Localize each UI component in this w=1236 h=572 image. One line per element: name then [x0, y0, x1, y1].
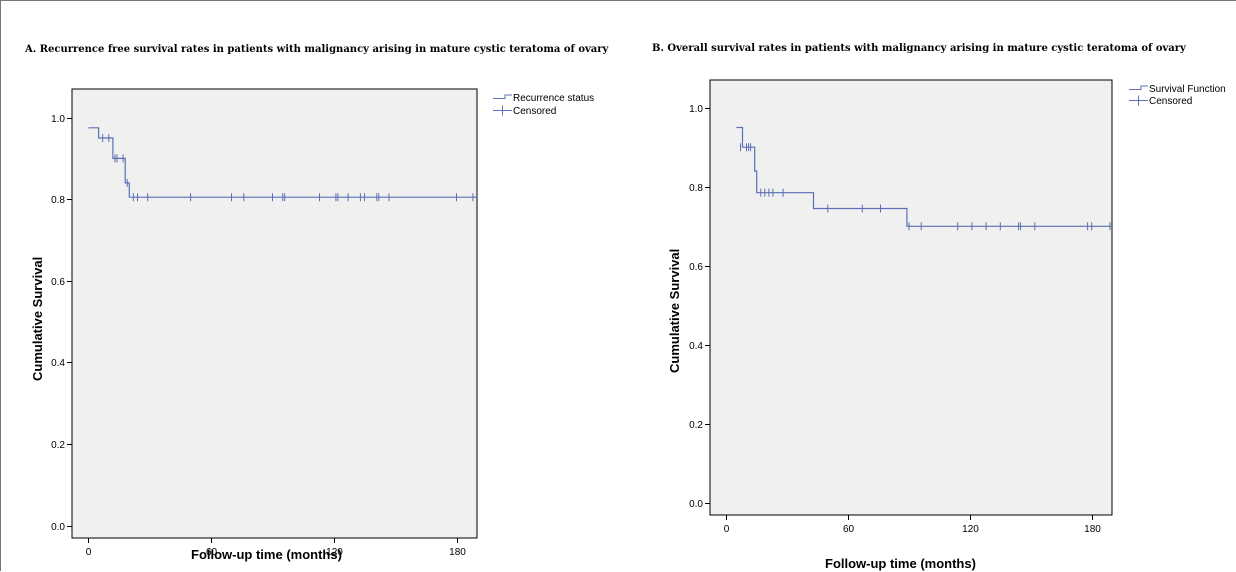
y-tick-label: 0.2 — [689, 420, 703, 431]
panel-b: B. Overall survival rates in patients wi… — [652, 43, 1226, 571]
panel-b-legend-censored-swatch — [1129, 95, 1148, 106]
panel-a-plot-area — [71, 88, 478, 539]
panel-b-x-ticks: 0 60 120 180 — [724, 515, 1101, 535]
panel-a-x-ticks: 0 60 120 180 — [86, 538, 466, 558]
panel-a-legend-censored-swatch — [493, 105, 512, 116]
y-tick-label: 0.8 — [689, 183, 703, 194]
panel-a-legend-label-2: Censored — [513, 106, 556, 117]
y-tick-label: 0.0 — [689, 499, 703, 510]
panel-a-y-axis-label: Cumulative Survival — [30, 257, 45, 381]
panel-b-legend: Survival Function Censored — [1129, 84, 1226, 107]
y-tick-label: 0.6 — [689, 262, 703, 273]
panel-b-x-axis-label: Follow-up time (months) — [825, 556, 976, 571]
y-tick-label: 0.8 — [51, 195, 65, 206]
panel-a-legend: Recurrence status Censored — [493, 93, 594, 117]
y-tick-label: 0.6 — [51, 277, 65, 288]
x-tick-label: 120 — [962, 524, 979, 535]
panel-a-x-axis-label: Follow-up time (months) — [191, 547, 342, 562]
x-tick-label: 0 — [724, 524, 730, 535]
panel-a-title: A. Recurrence free survival rates in pat… — [24, 44, 610, 55]
survival-step-line — [88, 127, 477, 198]
panel-b-title: B. Overall survival rates in patients wi… — [652, 43, 1187, 54]
panel-b-plot-area — [709, 79, 1113, 516]
survival-step-line — [736, 126, 1112, 227]
panel-a-series — [88, 127, 477, 202]
panel-a-y-ticks: 0.0 0.2 0.4 0.6 0.8 1.0 — [51, 114, 72, 533]
panel-a: A. Recurrence free survival rates in pat… — [24, 44, 610, 562]
y-tick-label: 0.4 — [51, 358, 65, 369]
y-tick-label: 0.2 — [51, 440, 65, 451]
panel-b-y-axis-label: Cumulative Survival — [667, 249, 682, 373]
y-tick-label: 0.0 — [51, 522, 65, 533]
panel-a-legend-label-1: Recurrence status — [513, 93, 594, 104]
x-tick-label: 180 — [449, 547, 466, 558]
y-tick-label: 0.4 — [689, 341, 703, 352]
panel-a-legend-line-swatch — [493, 94, 512, 99]
x-tick-label: 60 — [843, 524, 855, 535]
panel-b-y-ticks: 0.0 0.2 0.4 0.6 0.8 1.0 — [689, 104, 710, 510]
y-tick-label: 1.0 — [51, 114, 65, 125]
panel-b-legend-line-swatch — [1129, 85, 1148, 90]
panel-b-series — [736, 126, 1112, 231]
x-tick-label: 120 — [326, 547, 343, 558]
panel-b-legend-label-2: Censored — [1149, 96, 1192, 107]
x-tick-label: 0 — [86, 547, 92, 558]
x-tick-label: 60 — [206, 547, 218, 558]
x-tick-label: 180 — [1084, 524, 1101, 535]
panel-b-legend-label-1: Survival Function — [1149, 84, 1226, 95]
y-tick-label: 1.0 — [689, 104, 703, 115]
